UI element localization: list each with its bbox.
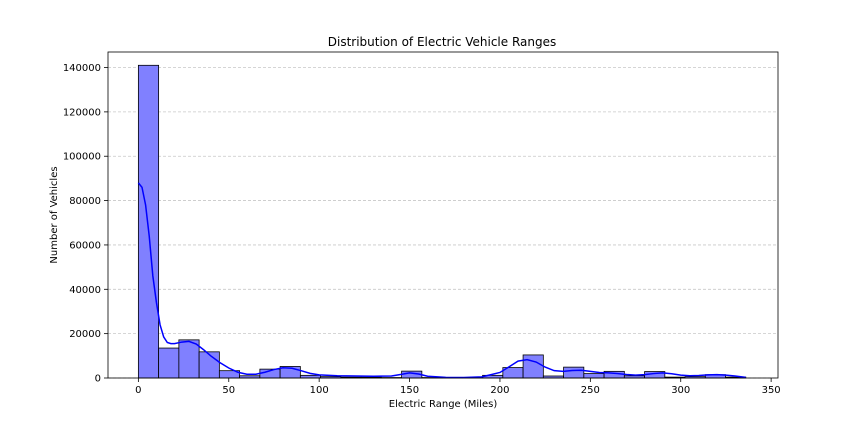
y-tick-label: 80000 [69, 196, 101, 207]
histogram-bar [137, 64, 160, 379]
y-axis-label: Number of Vehicles [49, 166, 60, 263]
x-tick-label: 350 [762, 385, 781, 396]
chart-title: Distribution of Electric Vehicle Ranges [328, 35, 557, 49]
plot-frame [107, 51, 779, 379]
histogram-bar [563, 366, 585, 379]
y-tick-label: 40000 [69, 285, 101, 296]
histogram-bar [583, 373, 605, 379]
x-tick-label: 200 [490, 385, 509, 396]
y-tick-label: 140000 [63, 63, 101, 74]
x-axis-label: Electric Range (Miles) [389, 399, 498, 410]
kde-curve [137, 182, 746, 379]
histogram-bar [158, 347, 180, 379]
x-tick-label: 0 [135, 385, 141, 396]
y-tick-label: 20000 [69, 329, 101, 340]
x-tick-label: 150 [400, 385, 419, 396]
y-tick-label: 120000 [63, 107, 101, 118]
y-tick-label: 100000 [63, 152, 101, 163]
x-tick-label: 100 [310, 385, 329, 396]
histogram-bar [522, 354, 544, 379]
y-tick-label: 0 [95, 374, 101, 385]
y-tick-label: 60000 [69, 240, 101, 251]
x-tick-label: 300 [671, 385, 690, 396]
x-tick-label: 50 [222, 385, 235, 396]
x-tick-label: 250 [581, 385, 600, 396]
histogram-bar [178, 339, 200, 379]
histogram-bar [198, 351, 220, 379]
